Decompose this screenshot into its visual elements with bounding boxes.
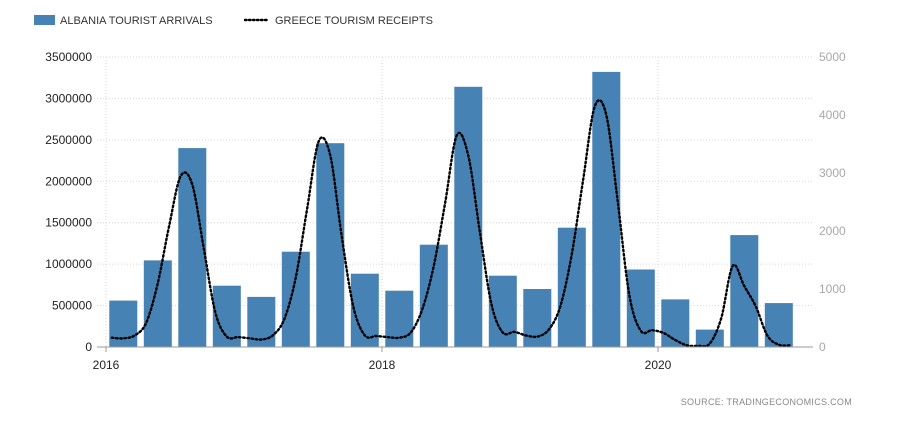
bar-albania-arrivals	[143, 260, 172, 347]
legend: ALBANIA TOURIST ARRIVALS GREECE TOURISM …	[34, 15, 433, 27]
bar-albania-arrivals	[316, 143, 345, 347]
legend-swatch-bar	[34, 15, 55, 25]
left-tick-label: 0	[85, 340, 92, 354]
right-tick-label: 0	[819, 340, 826, 354]
x-tick-label: 2018	[369, 358, 396, 372]
bar-albania-arrivals	[695, 329, 724, 347]
x-axis-ticks: 2016 2018 2020	[93, 347, 672, 372]
right-tick-label: 5000	[819, 50, 846, 64]
left-tick-label: 3500000	[45, 50, 92, 64]
right-axis-ticks: 0 1000 2000 3000 4000 5000	[819, 50, 846, 354]
receipts-line	[110, 98, 792, 348]
source-label: SOURCE: TRADINGECONOMICS.COM	[681, 397, 852, 407]
bar-albania-arrivals	[419, 244, 448, 347]
right-tick-label: 3000	[819, 166, 846, 180]
bar-albania-arrivals	[557, 227, 586, 347]
x-tick-label: 2020	[645, 358, 672, 372]
bar-albania-arrivals	[178, 148, 207, 347]
left-tick-label: 1000000	[45, 257, 92, 271]
bar-albania-arrivals	[109, 300, 138, 347]
line-greece-receipts	[110, 98, 792, 348]
bar-albania-arrivals	[764, 303, 793, 347]
left-tick-label: 2500000	[45, 133, 92, 147]
left-tick-label: 1500000	[45, 216, 92, 230]
left-axis-ticks: 0 500000 1000000 1500000 2000000 2500000 30000…	[45, 50, 92, 354]
bar-albania-arrivals	[730, 235, 759, 347]
legend-label-albania: ALBANIA TOURIST ARRIVALS	[60, 15, 213, 27]
right-tick-label: 1000	[819, 282, 846, 296]
left-tick-label: 2000000	[45, 174, 92, 188]
legend-label-greece: GREECE TOURISM RECEIPTS	[275, 15, 433, 27]
right-tick-label: 4000	[819, 108, 846, 122]
bar-albania-arrivals	[523, 289, 552, 347]
right-tick-label: 2000	[819, 224, 846, 238]
bar-albania-arrivals	[385, 290, 414, 347]
left-tick-label: 3000000	[45, 91, 92, 105]
bar-albania-arrivals	[281, 251, 310, 347]
left-tick-label: 500000	[52, 299, 92, 313]
x-tick-label: 2016	[93, 358, 120, 372]
